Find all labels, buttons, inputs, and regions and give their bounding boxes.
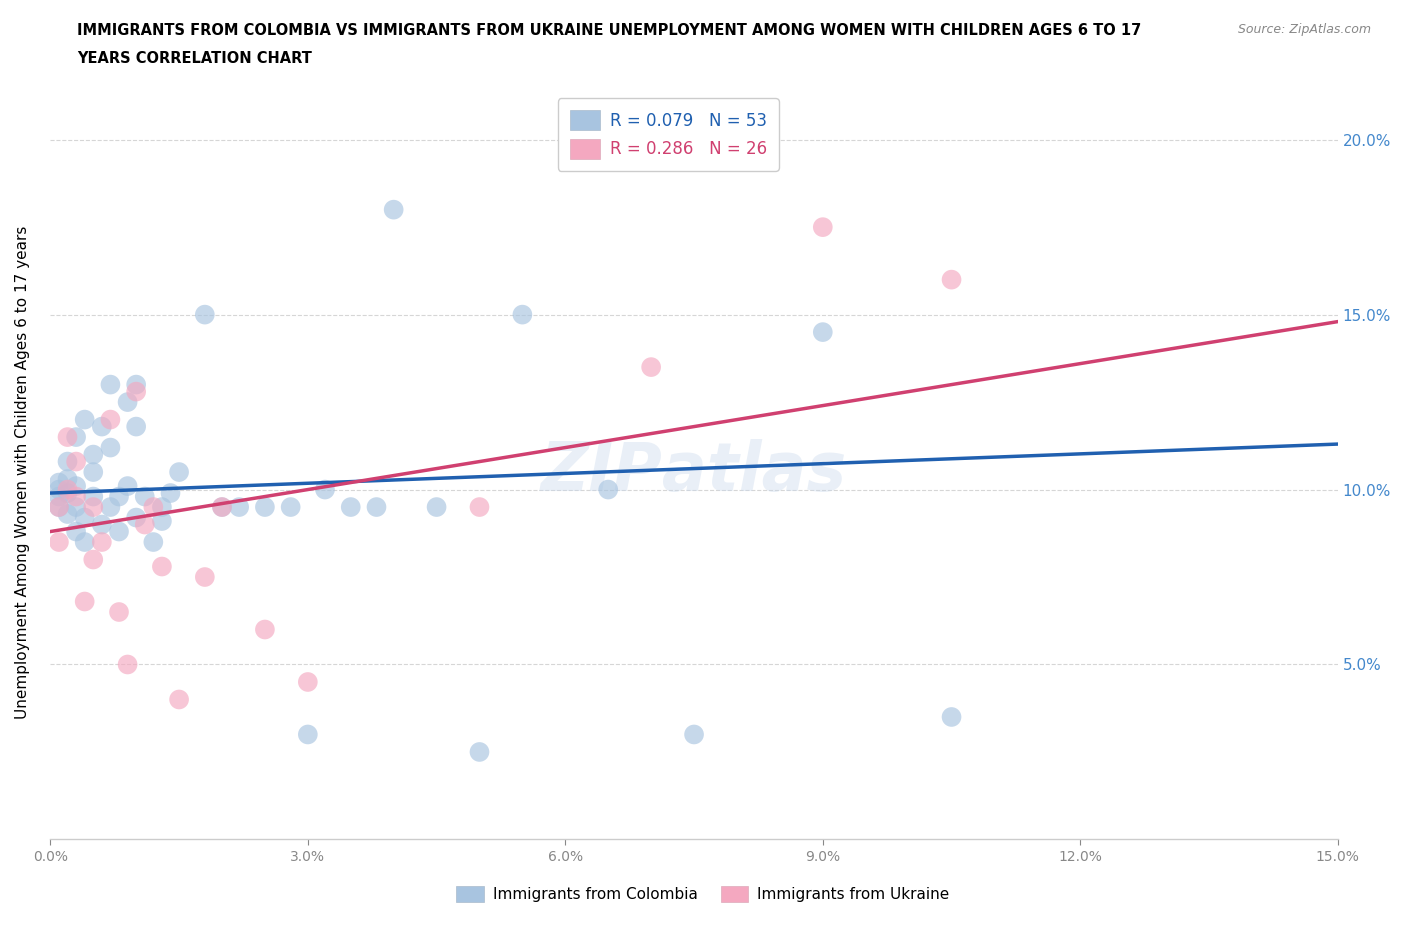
Point [65,525,87,539]
Point [65,489,87,504]
Point [73,594,96,609]
Point [65,430,87,445]
Point [811,219,834,234]
Point [100,412,122,427]
Point [117,394,139,409]
Point [73,412,96,427]
Point [65,479,87,494]
Point [512,307,534,322]
Point [117,658,139,672]
Point [90,419,112,434]
Point [117,479,139,494]
Point [108,525,131,539]
Point [297,727,319,742]
Point [167,692,190,707]
Point [211,499,233,514]
Point [598,482,620,497]
Point [134,517,156,532]
Point [48,475,70,490]
Point [150,513,173,528]
Point [90,535,112,550]
Point [82,465,104,480]
Point [82,552,104,567]
Point [108,489,131,504]
Point [194,307,217,322]
Point [56,472,79,486]
Point [90,517,112,532]
Point [297,674,319,689]
Point [48,489,70,504]
Point [82,499,104,514]
Point [468,499,491,514]
Text: YEARS CORRELATION CHART: YEARS CORRELATION CHART [77,51,312,66]
Point [941,710,963,724]
Point [211,499,233,514]
Point [941,272,963,287]
Point [426,499,449,514]
Point [366,499,388,514]
Point [150,559,173,574]
Point [82,489,104,504]
Point [48,499,70,514]
Point [142,535,165,550]
Point [125,384,148,399]
Point [468,745,491,760]
Text: ZIP​atlas: ZIP​atlas [541,439,848,505]
Point [100,378,122,392]
Point [56,485,79,500]
Y-axis label: Unemployment Among Women with Children Ages 6 to 17 years: Unemployment Among Women with Children A… [15,225,30,719]
Point [56,507,79,522]
Point [125,511,148,525]
Point [48,499,70,514]
Point [159,485,181,500]
Point [108,604,131,619]
Text: Source: ZipAtlas.com: Source: ZipAtlas.com [1237,23,1371,36]
Point [150,499,173,514]
Point [65,499,87,514]
Point [253,499,276,514]
Point [125,419,148,434]
Point [811,325,834,339]
Point [640,360,662,375]
Point [134,489,156,504]
Legend: Immigrants from Colombia, Immigrants from Ukraine: Immigrants from Colombia, Immigrants fro… [450,880,956,909]
Point [100,499,122,514]
Point [314,482,336,497]
Point [142,499,165,514]
Point [125,378,148,392]
Legend: R = 0.079   N = 53, R = 0.286   N = 26: R = 0.079 N = 53, R = 0.286 N = 26 [558,99,779,171]
Point [48,535,70,550]
Point [683,727,706,742]
Point [73,511,96,525]
Text: IMMIGRANTS FROM COLOMBIA VS IMMIGRANTS FROM UKRAINE UNEMPLOYMENT AMONG WOMEN WIT: IMMIGRANTS FROM COLOMBIA VS IMMIGRANTS F… [77,23,1142,38]
Point [280,499,302,514]
Point [382,202,405,217]
Point [228,499,250,514]
Point [82,447,104,462]
Point [48,482,70,497]
Point [253,622,276,637]
Point [56,454,79,469]
Point [73,535,96,550]
Point [194,569,217,584]
Point [100,440,122,455]
Point [56,482,79,497]
Point [339,499,361,514]
Point [65,454,87,469]
Point [56,430,79,445]
Point [167,465,190,480]
